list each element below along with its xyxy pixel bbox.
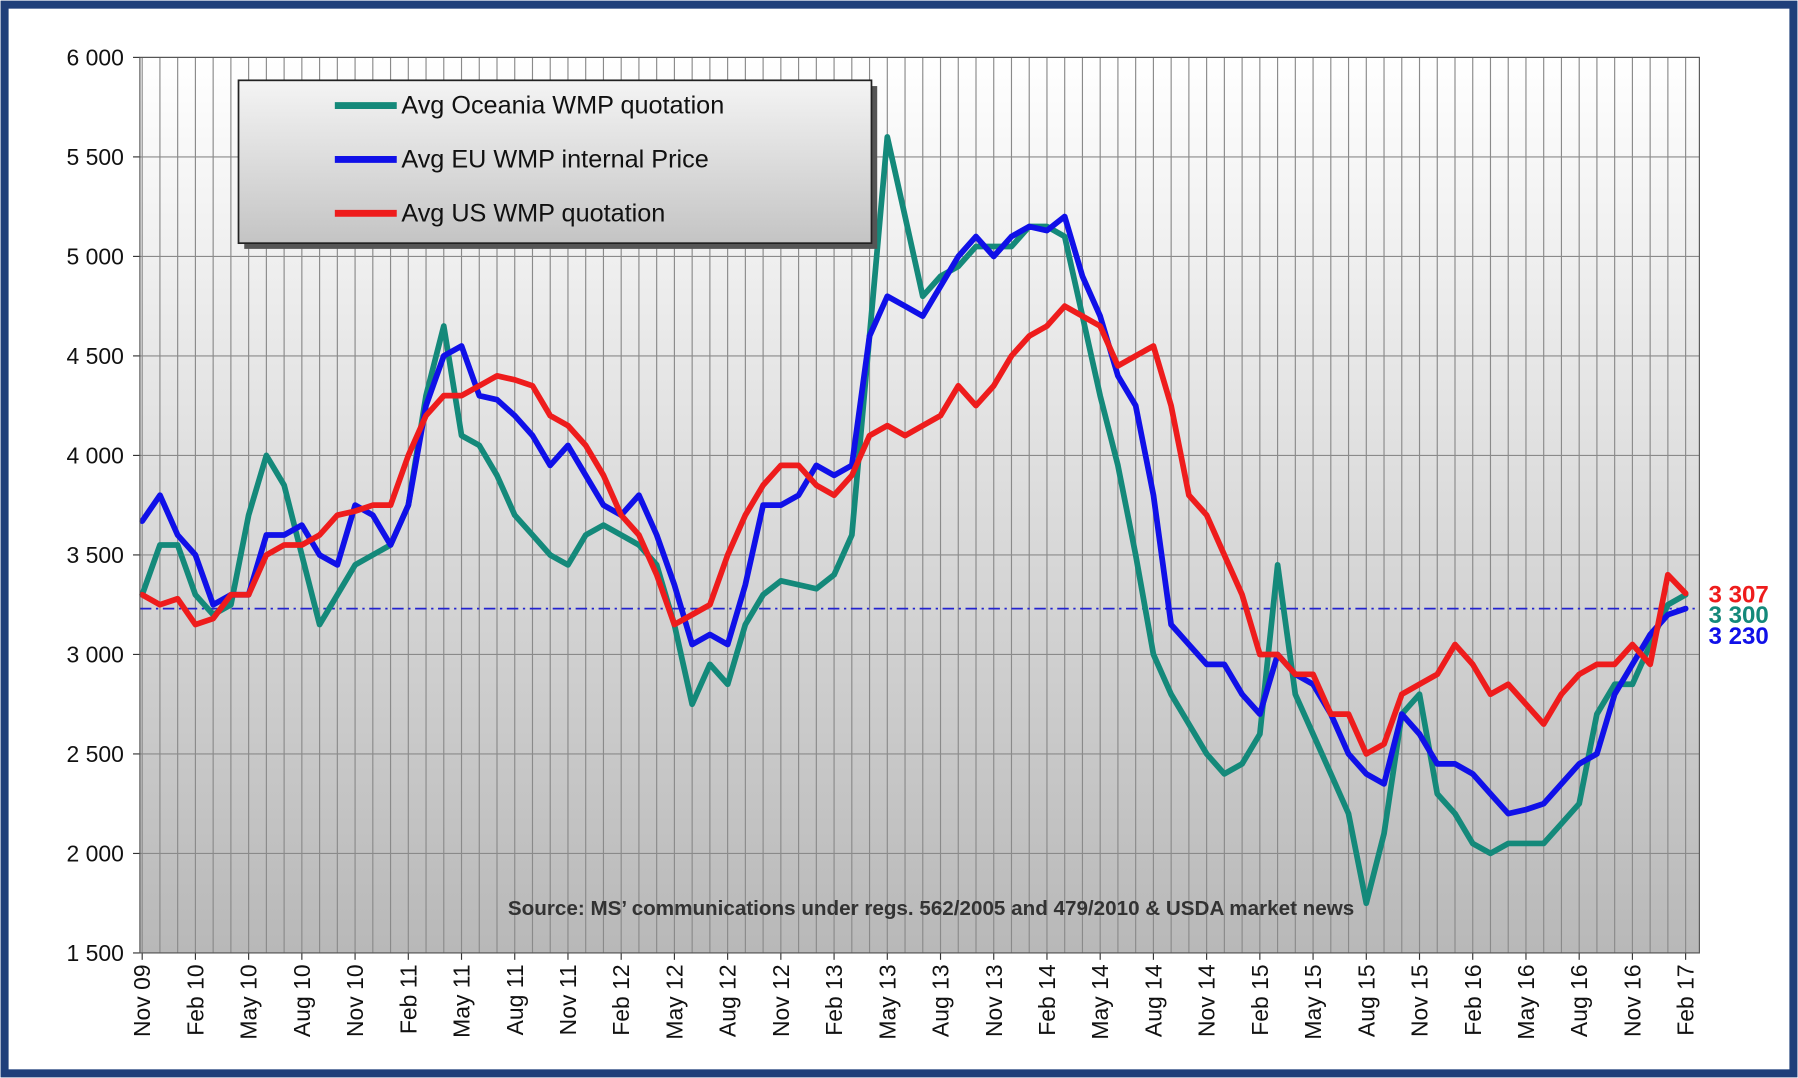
- x-tick-label: Nov 10: [342, 964, 368, 1037]
- x-tick-label: Feb 10: [182, 964, 208, 1035]
- x-tick-label: Feb 17: [1673, 964, 1699, 1035]
- y-tick-label: 4 000: [66, 442, 123, 468]
- x-tick-label: Aug 15: [1353, 964, 1379, 1037]
- x-tick-label: Aug 10: [289, 964, 315, 1037]
- series-line: [139, 303, 1689, 757]
- y-tick-label: 5 500: [66, 144, 123, 170]
- y-tick-label: 2 500: [66, 741, 123, 767]
- x-tick-label: Feb 16: [1460, 964, 1486, 1035]
- x-tick-label: Feb 11: [395, 964, 421, 1034]
- x-tick-label: May 15: [1300, 964, 1326, 1039]
- y-tick-label: 2 000: [66, 840, 123, 866]
- x-tick-label: Aug 13: [928, 964, 954, 1037]
- x-tick-label: Nov 14: [1194, 964, 1220, 1037]
- y-tick-label: 3 000: [66, 641, 123, 667]
- x-tick-label: Aug 11: [502, 964, 528, 1035]
- end-label: 3 230: [1709, 623, 1769, 650]
- x-tick-label: May 10: [236, 964, 262, 1039]
- x-tick-label: Nov 12: [768, 964, 794, 1037]
- x-tick-label: Feb 15: [1247, 964, 1273, 1035]
- x-tick-label: May 12: [661, 964, 687, 1039]
- y-tick-label: 1 500: [66, 940, 123, 966]
- x-tick-label: May 16: [1513, 964, 1539, 1039]
- legend-label: Avg EU WMP internal Price: [401, 145, 708, 173]
- x-tick-label: Nov 09: [129, 964, 155, 1037]
- x-tick-label: May 13: [874, 964, 900, 1039]
- source-note: Source: MS’ communications under regs. 5…: [508, 897, 1354, 920]
- series-line: [139, 213, 1689, 817]
- x-tick-label: Feb 12: [608, 964, 634, 1035]
- y-tick-label: 3 500: [66, 542, 123, 568]
- legend-label: Avg Oceania WMP quotation: [401, 92, 724, 120]
- x-tick-label: Aug 14: [1140, 964, 1166, 1037]
- x-tick-label: Feb 13: [821, 964, 847, 1035]
- x-tick-label: Nov 16: [1619, 964, 1645, 1037]
- y-tick-label: 5 000: [66, 243, 123, 269]
- plot-border: [139, 56, 1700, 954]
- legend-label: Avg US WMP quotation: [401, 199, 665, 227]
- y-tick-label: 6 000: [66, 44, 123, 70]
- x-tick-label: May 11: [449, 964, 475, 1037]
- x-tick-label: Aug 12: [715, 964, 741, 1037]
- x-tick-label: May 14: [1087, 964, 1113, 1039]
- x-tick-label: Nov 15: [1407, 964, 1433, 1037]
- x-tick-label: Aug 16: [1566, 964, 1592, 1037]
- x-tick-label: Nov 11: [555, 964, 581, 1035]
- y-tick-label: 4 500: [66, 343, 123, 369]
- end-label: 3 307: [1709, 582, 1769, 609]
- x-tick-label: Feb 14: [1034, 964, 1060, 1036]
- end-label: 3 300: [1709, 602, 1769, 629]
- x-tick-label: Nov 13: [981, 964, 1007, 1037]
